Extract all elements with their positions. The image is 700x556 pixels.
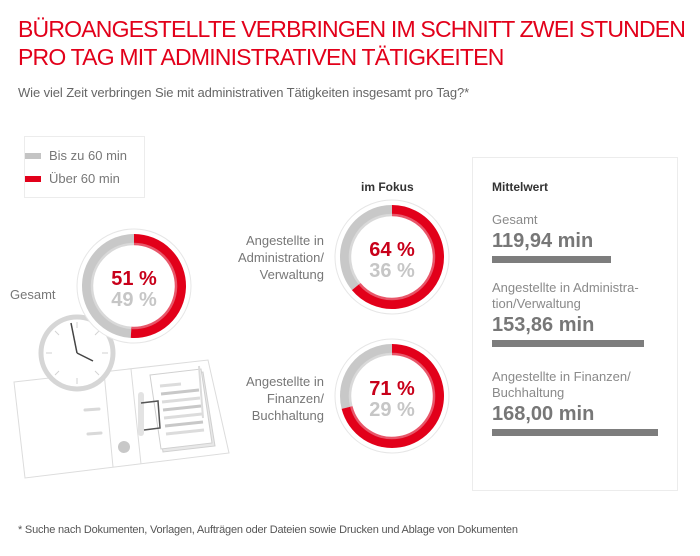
ring-value-bis-60: 49 % <box>111 289 157 311</box>
stat-label: tion/Verwaltung <box>492 296 581 311</box>
ring-label-administration: Angestellte in Administration/ Verwaltun… <box>212 232 324 283</box>
legend: Bis zu 60 min Über 60 min <box>24 136 145 198</box>
ring-value-ueber-60: 51 % <box>111 268 157 290</box>
ring-outline <box>76 228 192 344</box>
donut-chart-administration: 64 %36 % <box>334 199 450 315</box>
ring-value-ueber-60: 64 % <box>369 239 415 261</box>
stat-label: Angestellte in Finanzen/ <box>492 369 631 384</box>
ring-outline <box>334 338 450 454</box>
donut-chart-finanzen: 71 %29 % <box>334 338 450 454</box>
stat-label: Buchhaltung <box>492 385 565 400</box>
legend-swatch-red <box>25 175 41 182</box>
ring-segment-ueber-60 <box>341 344 444 448</box>
mittelwert-panel: Mittelwert Gesamt 119,94 min Angestellte… <box>472 157 678 491</box>
ring-segment-bis-60 <box>82 234 135 338</box>
ring-segment-ueber-60 <box>130 234 186 338</box>
donut-chart-gesamt: 51 %49 % <box>76 228 192 344</box>
stat-bar <box>492 429 658 436</box>
ring-label-line: Administration/ <box>238 250 324 265</box>
stat-label: Angestellte in Administra- <box>492 280 639 295</box>
ring-value-bis-60: 29 % <box>369 399 415 421</box>
stat-administration: Angestellte in Administra- tion/Verwaltu… <box>492 280 672 347</box>
title-line-2: PRO TAG MIT ADMINISTRATIVEN TÄTIGKEITEN <box>18 44 504 70</box>
ring-segment-bis-60 <box>340 205 393 291</box>
stat-label: Gesamt <box>492 212 538 227</box>
ring-value-bis-60: 36 % <box>369 260 415 282</box>
ring-value-ueber-60: 71 % <box>369 378 415 400</box>
ring-segment-ueber-60 <box>351 205 444 309</box>
footnote: * Suche nach Dokumenten, Vorlagen, Auftr… <box>18 524 518 536</box>
stat-value: 153,86 min <box>492 314 595 336</box>
ring-segment-ueber-60-inner <box>358 213 436 301</box>
panel-heading: Mittelwert <box>492 180 549 194</box>
ring-segment-ueber-60-inner <box>131 242 178 330</box>
ring-outline <box>334 199 450 315</box>
ring-label-line: Finanzen/ <box>266 391 324 406</box>
ring-segment-bis-60-inner <box>348 352 392 407</box>
legend-label: Über 60 min <box>49 171 120 186</box>
stat-bar <box>492 256 611 263</box>
ring-segment-bis-60-inner <box>348 213 392 285</box>
document-stack-icon <box>140 365 216 453</box>
ring-label-gesamt: Gesamt <box>10 287 56 302</box>
ring-label-line: Angestellte in <box>245 233 324 248</box>
page-title: BÜROANGESTELLTE VERBRINGEN IM SCHNITT ZW… <box>18 15 686 71</box>
stat-value: 119,94 min <box>492 230 594 252</box>
ring-label-finanzen: Angestellte in Finanzen/ Buchhaltung <box>212 373 324 424</box>
legend-label: Bis zu 60 min <box>49 148 128 163</box>
ring-label-line: Verwaltung <box>259 267 324 282</box>
legend-item-bis-60: Bis zu 60 min <box>25 148 127 163</box>
stat-gesamt: Gesamt 119,94 min <box>492 212 672 263</box>
ring-label-line: Buchhaltung <box>251 408 324 423</box>
ring-segment-bis-60-inner <box>90 242 134 330</box>
legend-item-ueber-60: Über 60 min <box>25 171 120 186</box>
ring-label-line: Angestellte in <box>245 374 324 389</box>
focus-heading: im Fokus <box>361 180 414 194</box>
stat-bar <box>492 340 645 347</box>
subtitle: Wie viel Zeit verbringen Sie mit adminis… <box>18 85 470 100</box>
title-line-1: BÜROANGESTELLTE VERBRINGEN IM SCHNITT ZW… <box>18 16 686 42</box>
legend-swatch-grey <box>25 152 41 159</box>
ring-segment-ueber-60-inner <box>350 352 436 440</box>
stat-value: 168,00 min <box>492 403 595 425</box>
ring-segment-bis-60 <box>340 344 393 409</box>
stat-finanzen: Angestellte in Finanzen/ Buchhaltung 168… <box>492 369 672 436</box>
clock-icon <box>38 314 116 392</box>
